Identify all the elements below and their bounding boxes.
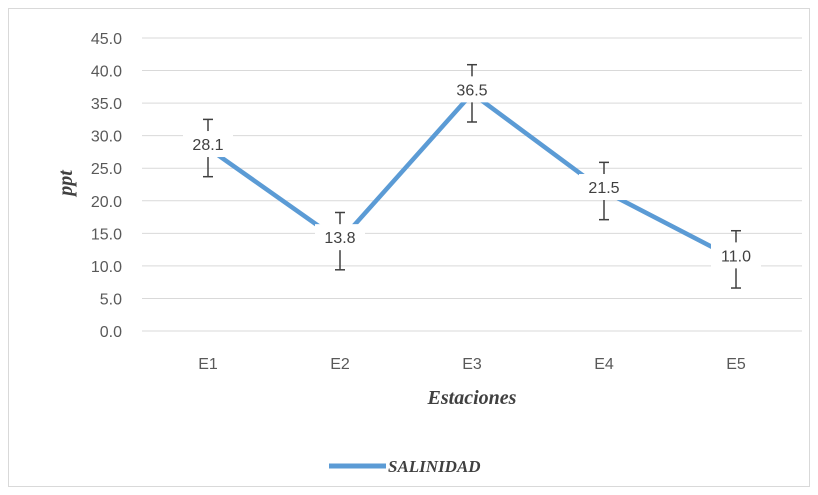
data-label-background <box>711 242 761 269</box>
y-tick-label: 15.0 <box>91 226 122 243</box>
data-label-background <box>579 174 629 201</box>
data-label-text: 21.5 <box>588 180 619 197</box>
y-tick-label: 30.0 <box>91 129 122 146</box>
data-label-background <box>447 76 497 103</box>
y-tick-label: 35.0 <box>91 96 122 113</box>
x-tick-label: E3 <box>462 356 482 373</box>
data-label: 21.5 <box>579 174 629 201</box>
data-label: 11.0 <box>711 242 761 269</box>
y-tick-label: 0.0 <box>100 324 122 341</box>
data-label-text: 28.1 <box>192 137 223 154</box>
x-tick-label: E5 <box>726 356 746 373</box>
y-tick-label: 45.0 <box>91 31 122 48</box>
y-tick-label: 20.0 <box>91 194 122 211</box>
data-label-text: 36.5 <box>456 82 487 99</box>
y-tick-label: 10.0 <box>91 259 122 276</box>
data-label-text: 11.0 <box>721 248 751 265</box>
y-axis-title: ppt <box>55 169 77 198</box>
x-tick-label: E4 <box>594 356 614 373</box>
x-axis-tick-labels: E1 E2 E3 E4 E5 <box>198 356 746 373</box>
data-label-text: 13.8 <box>324 230 355 247</box>
x-tick-label: E1 <box>198 356 218 373</box>
data-label: 28.1 <box>183 131 233 158</box>
y-tick-label: 5.0 <box>100 291 122 308</box>
legend-label: SALINIDAD <box>388 457 481 476</box>
data-labels: 28.1 13.8 36.5 21.5 11.0 <box>183 76 761 269</box>
data-label-background <box>183 131 233 158</box>
y-axis-tick-labels: 0.0 5.0 10.0 15.0 20.0 25.0 30.0 35.0 40.0 45.0 <box>91 31 122 341</box>
data-label: 13.8 <box>315 224 365 251</box>
y-tick-label: 40.0 <box>91 64 122 81</box>
chart-frame <box>8 8 810 487</box>
data-label-background <box>315 224 365 251</box>
data-label: 36.5 <box>447 76 497 103</box>
legend: SALINIDAD <box>329 457 481 476</box>
y-tick-label: 25.0 <box>91 161 122 178</box>
x-tick-label: E2 <box>330 356 350 373</box>
x-axis-title: Estaciones <box>427 387 517 409</box>
